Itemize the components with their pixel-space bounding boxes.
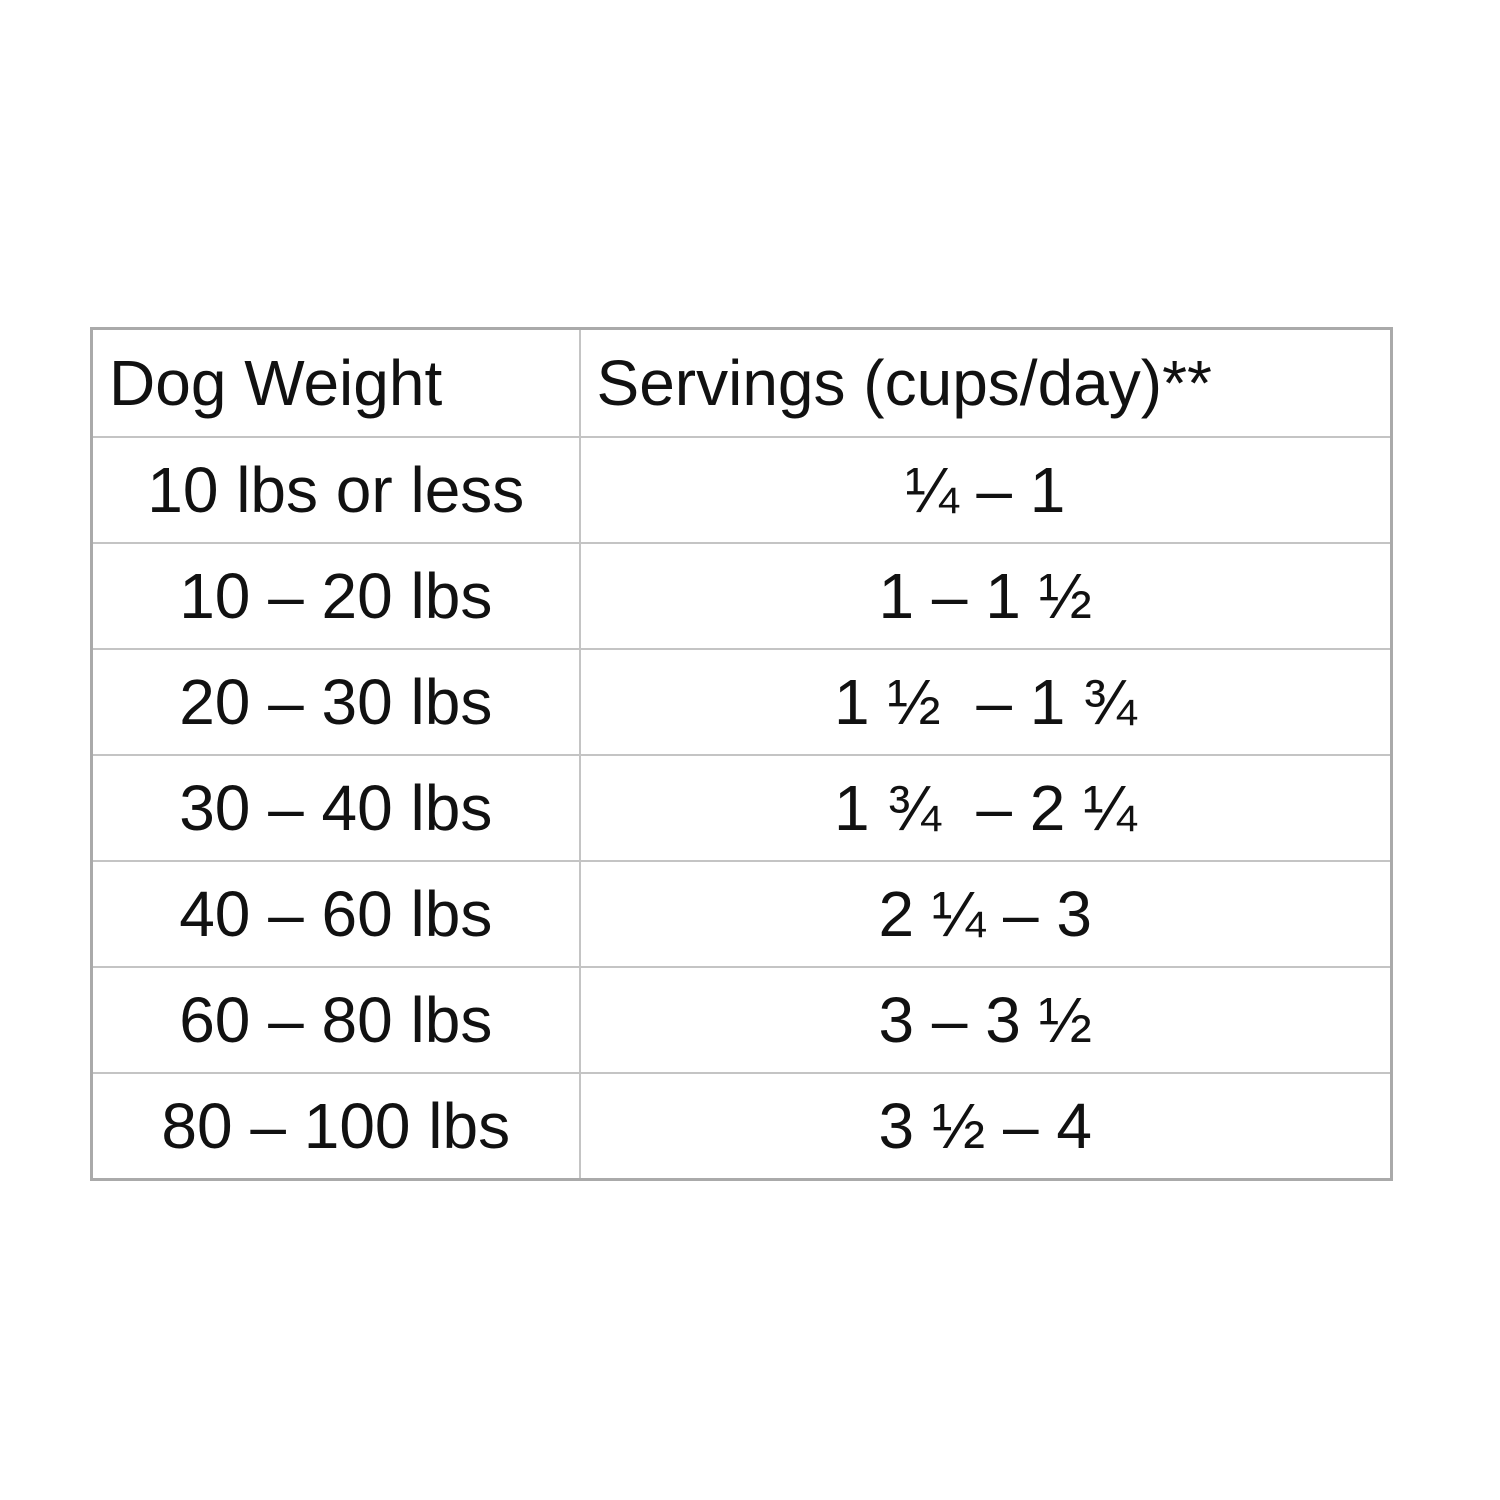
serving-cell: 2 ¼ – 3 [578, 860, 1393, 968]
feeding-table: Dog Weight Servings (cups/day)** 10 lbs … [90, 327, 1393, 1181]
header-cell: Servings (cups/day)** [578, 327, 1393, 438]
serving-cell: 1 – 1 ½ [578, 542, 1393, 650]
serving-cell: 1 ¾ – 2 ¼ [578, 754, 1393, 862]
header-row: Dog Weight Servings (cups/day)** [90, 327, 1393, 438]
table-row: 10 lbs or less ¼ – 1 [90, 436, 1393, 544]
serving-cell: 3 – 3 ½ [578, 966, 1393, 1074]
table-body: 10 lbs or less ¼ – 1 10 – 20 lbs 1 – 1 ½ 20 … [90, 436, 1393, 1181]
table-row: 80 – 100 lbs 3 ½ – 4 [90, 1072, 1393, 1181]
weight-cell: 10 lbs or less [90, 436, 581, 544]
table-row: 40 – 60 lbs 2 ¼ – 3 [90, 860, 1393, 968]
table-row: 30 – 40 lbs 1 ¾ – 2 ¼ [90, 754, 1393, 862]
weight-cell: 40 – 60 lbs [90, 860, 581, 968]
table-row: 10 – 20 lbs 1 – 1 ½ [90, 542, 1393, 650]
weight-cell: 10 – 20 lbs [90, 542, 581, 650]
weight-cell: 60 – 80 lbs [90, 966, 581, 1074]
serving-cell: ¼ – 1 [578, 436, 1393, 544]
serving-cell: 3 ½ – 4 [578, 1072, 1393, 1181]
weight-cell: 20 – 30 lbs [90, 648, 581, 756]
table-row: 60 – 80 lbs 3 – 3 ½ [90, 966, 1393, 1074]
serving-cell: 1 ½ – 1 ¾ [578, 648, 1393, 756]
weight-cell: 80 – 100 lbs [90, 1072, 581, 1181]
table-row: 20 – 30 lbs 1 ½ – 1 ¾ [90, 648, 1393, 756]
header-cell: Dog Weight [90, 327, 581, 438]
weight-cell: 30 – 40 lbs [90, 754, 581, 862]
